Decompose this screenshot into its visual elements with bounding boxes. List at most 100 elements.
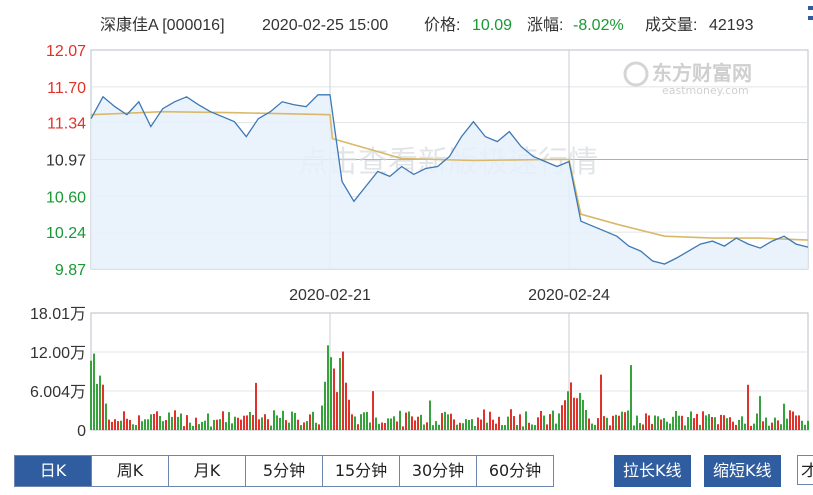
volume-bar <box>207 413 209 430</box>
volume-bar <box>153 413 155 430</box>
volume-bar <box>693 418 695 430</box>
volume-bar <box>495 423 497 430</box>
volume-bar <box>162 421 164 430</box>
volume-bar <box>624 412 626 430</box>
volume-bar <box>687 417 689 430</box>
volume-bar <box>234 416 236 430</box>
volume-bar <box>300 425 302 430</box>
volume-bar <box>357 424 359 430</box>
volume-bar <box>348 399 350 430</box>
volume-bar <box>753 423 755 430</box>
period-button-weekly[interactable]: 周K <box>92 455 169 487</box>
volume-bar <box>681 415 683 430</box>
volume-bar <box>258 419 260 430</box>
volume-bar <box>351 414 353 430</box>
period-button-30min[interactable]: 30分钟 <box>400 455 477 487</box>
volume-bar <box>603 416 605 430</box>
volume-tick-label: 0 <box>77 423 86 440</box>
header-volume-value: 42193 <box>709 17 754 34</box>
volume-bar <box>465 419 467 430</box>
volume-bar <box>150 414 152 430</box>
period-button-monthly[interactable]: 月K <box>169 455 246 487</box>
volume-bar <box>537 417 539 430</box>
volume-bar <box>246 415 248 430</box>
volume-bar <box>333 368 335 430</box>
price-tick-label: 11.34 <box>47 116 86 133</box>
volume-bar <box>552 410 554 430</box>
volume-bar <box>156 411 158 430</box>
price-tick-label: 11.70 <box>47 80 86 97</box>
period-button-60min[interactable]: 60分钟 <box>477 455 554 487</box>
volume-bar <box>636 415 638 430</box>
volume-bar <box>759 396 761 430</box>
volume-bar <box>399 410 401 430</box>
volume-bar <box>378 423 380 430</box>
volume-bar <box>402 426 404 430</box>
volume-bar <box>237 417 239 430</box>
header-price-value: 10.09 <box>472 17 512 34</box>
volume-bar <box>807 420 809 430</box>
price-tick-label: 10.24 <box>46 225 86 242</box>
zoom-in-button[interactable]: 拉长K线 <box>614 455 691 487</box>
volume-bar <box>342 351 344 430</box>
volume-bar <box>480 419 482 430</box>
volume-bar <box>585 410 587 430</box>
volume-panel: 18.01万 12.00万 6.004万 0 <box>30 306 809 440</box>
volume-bar <box>735 424 737 430</box>
volume-bar <box>213 419 215 430</box>
volume-bar <box>705 415 707 430</box>
period-button-daily[interactable]: 日K <box>14 455 92 487</box>
volume-bar <box>489 411 491 430</box>
volume-bar <box>432 425 434 430</box>
volume-bar <box>408 411 410 430</box>
price-area-fill <box>91 94 808 269</box>
price-y-axis: 12.07 11.70 11.34 10.97 10.60 10.24 9.87 <box>46 43 86 279</box>
volume-bar <box>783 403 785 430</box>
volume-bar <box>249 412 251 430</box>
volume-bar <box>591 423 593 430</box>
volume-bar <box>375 417 377 430</box>
volume-bar <box>252 415 254 430</box>
period-button-5min[interactable]: 5分钟 <box>246 455 323 487</box>
volume-bar <box>354 416 356 430</box>
volume-bar <box>660 419 662 430</box>
volume-bar <box>648 415 650 430</box>
volume-bar <box>96 383 98 430</box>
corner-marker-bottom <box>808 16 813 20</box>
volume-bar <box>762 421 764 430</box>
volume-bar <box>273 410 275 430</box>
volume-bar <box>141 421 143 430</box>
volume-bar <box>345 382 347 430</box>
volume-bar <box>588 418 590 430</box>
volume-bar <box>426 422 428 430</box>
volume-bar <box>291 411 293 430</box>
volume-bar <box>462 423 464 430</box>
volume-bar <box>627 410 629 430</box>
volume-bar <box>570 382 572 430</box>
volume-bar <box>102 384 104 430</box>
volume-bar <box>750 425 752 430</box>
volume-bar <box>288 422 290 430</box>
volume-bar <box>129 419 131 430</box>
volume-bar <box>678 415 680 430</box>
volume-tick-label: 12.00万 <box>30 345 86 362</box>
volume-bar <box>720 414 722 430</box>
volume-bar <box>522 426 524 430</box>
volume-bar <box>468 420 470 430</box>
volume-bar <box>780 424 782 430</box>
volume-bar <box>279 417 281 430</box>
volume-tick-label: 6.004万 <box>30 384 86 401</box>
period-button-15min[interactable]: 15分钟 <box>323 455 400 487</box>
volume-bar <box>381 422 383 430</box>
volume-bar <box>327 345 329 430</box>
volume-bar <box>189 422 191 430</box>
edge-partial-button[interactable]: 才 <box>797 455 813 485</box>
volume-bar <box>363 412 365 430</box>
zoom-out-button[interactable]: 缩短K线 <box>704 455 781 487</box>
volume-bar <box>276 415 278 430</box>
volume-bar <box>714 417 716 430</box>
volume-bar <box>471 419 473 430</box>
volume-bar <box>114 419 116 430</box>
date-tick-label: 2020-02-21 <box>289 287 371 304</box>
volume-bar <box>90 360 92 430</box>
